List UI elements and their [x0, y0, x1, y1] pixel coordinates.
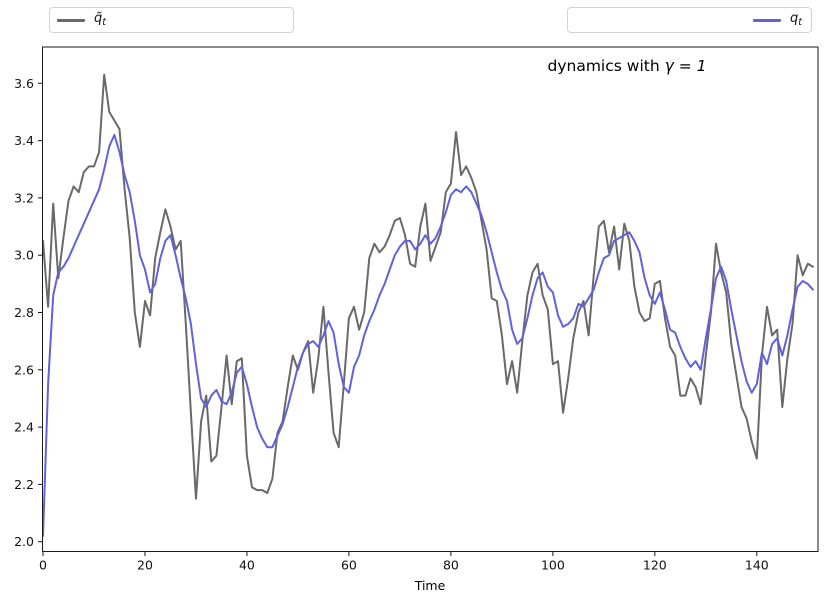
y-tick-label: 3.2 [14, 190, 34, 205]
axes-frame [42, 46, 819, 552]
legend-line-qtilde-swatch [57, 18, 85, 22]
legend-label-q: qt [790, 11, 802, 29]
x-axis-ticks: 0 20 40 60 80 100 120 140 [39, 551, 769, 573]
y-tick-label: 3.6 [14, 76, 34, 91]
x-tick-label: 120 [643, 558, 667, 573]
y-tick-label: 3.0 [14, 248, 34, 263]
x-tick-label: 80 [443, 558, 459, 573]
y-tick-label: 3.4 [14, 133, 34, 148]
legend-box-qtilde[interactable]: q̃t [49, 7, 294, 33]
series-line-q [42, 133, 814, 537]
series-lines [42, 73, 814, 537]
y-axis-ticks: 2.0 2.2 2.4 2.6 2.8 3.0 3.2 3.4 3.6 [14, 76, 43, 549]
legend-label-qtilde: q̃t [94, 11, 106, 29]
legend-line-q-swatch [753, 18, 781, 22]
y-tick-label: 2.8 [14, 305, 34, 320]
y-tick-label: 2.0 [14, 534, 34, 549]
x-tick-label: 100 [541, 558, 565, 573]
series-line-qtilde [42, 73, 814, 500]
chart-title: dynamics with γ = 1 [547, 57, 707, 75]
x-tick-label: 140 [745, 558, 769, 573]
x-tick-label: 40 [239, 558, 255, 573]
y-tick-label: 2.4 [14, 420, 34, 435]
x-tick-label: 60 [341, 558, 357, 573]
x-axis-label: Time [414, 578, 446, 593]
x-tick-label: 0 [39, 558, 47, 573]
legend-box-q[interactable]: qt [567, 7, 812, 33]
y-tick-label: 2.6 [14, 362, 34, 377]
x-tick-label: 20 [137, 558, 153, 573]
y-tick-label: 2.2 [14, 477, 34, 492]
